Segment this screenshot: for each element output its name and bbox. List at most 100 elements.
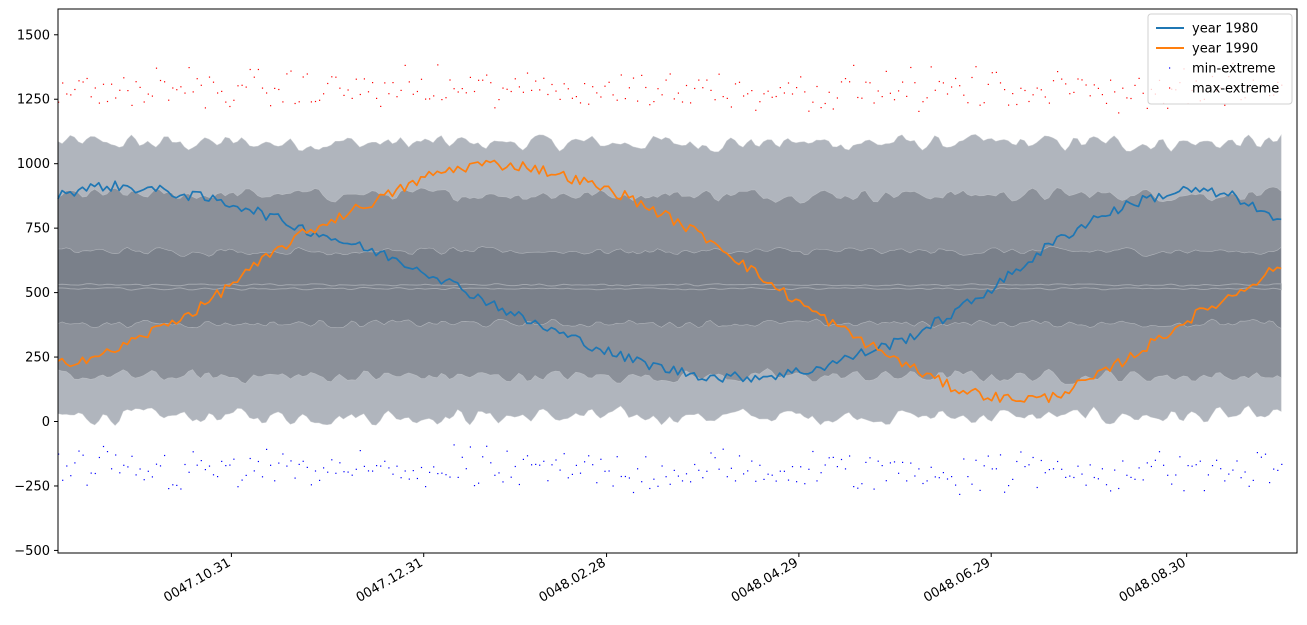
max-extreme-point: [233, 99, 235, 101]
min-extreme-point: [1024, 466, 1026, 468]
min-extreme-point: [1012, 478, 1014, 480]
max-extreme-point: [355, 78, 357, 80]
max-extreme-point: [914, 82, 916, 84]
legend-item: year 1990: [1156, 42, 1258, 57]
min-extreme-point: [584, 461, 586, 463]
max-extreme-point: [257, 68, 259, 71]
max-extreme-point: [384, 82, 386, 84]
min-extreme-point: [62, 479, 64, 481]
max-extreme-point: [714, 99, 716, 101]
max-extreme-point: [889, 92, 891, 94]
legend-label: max-extreme: [1192, 82, 1279, 97]
min-extreme-point: [261, 476, 264, 478]
min-extreme-point: [1065, 476, 1067, 478]
max-extreme-point: [514, 78, 516, 80]
max-extreme-point: [559, 98, 561, 100]
max-extreme-point: [143, 101, 145, 103]
min-extreme-point: [791, 466, 794, 468]
min-extreme-point: [1057, 460, 1059, 463]
min-extreme-point: [314, 470, 317, 472]
max-extreme-point: [718, 73, 720, 75]
min-extreme-point: [999, 454, 1002, 456]
max-extreme-point: [139, 86, 141, 88]
min-extreme-point: [551, 464, 553, 466]
max-extreme-point: [1089, 95, 1091, 97]
min-extreme-point: [90, 472, 92, 474]
max-extreme-point: [217, 92, 219, 94]
max-extreme-point: [1012, 93, 1014, 95]
max-extreme-point: [1134, 84, 1136, 86]
max-extreme-point: [1024, 89, 1026, 92]
min-extreme-point: [726, 476, 728, 478]
min-extreme-point: [861, 483, 863, 485]
max-extreme-point: [918, 110, 920, 112]
max-extreme-point: [58, 101, 60, 103]
min-extreme-point: [930, 466, 932, 468]
min-extreme-point: [710, 452, 712, 454]
max-extreme-point: [176, 89, 178, 91]
max-extreme-point: [849, 81, 851, 83]
max-extreme-point: [400, 89, 402, 91]
max-extreme-point: [694, 87, 696, 90]
min-extreme-point: [306, 466, 308, 468]
max-extreme-point: [1085, 84, 1087, 86]
max-extreme-point: [453, 88, 455, 90]
max-extreme-point: [690, 102, 692, 104]
max-extreme-point: [763, 93, 765, 95]
max-extreme-point: [425, 98, 427, 100]
min-extreme-point: [433, 466, 435, 468]
min-extreme-point: [579, 472, 582, 474]
min-extreme-point: [1158, 451, 1161, 453]
min-extreme-point: [535, 463, 537, 465]
max-extreme-point: [1081, 79, 1083, 81]
min-extreme-point: [302, 460, 304, 462]
max-extreme-point: [734, 83, 737, 85]
min-extreme-point: [832, 456, 834, 458]
max-extreme-point: [812, 101, 814, 103]
min-extreme-point: [257, 460, 259, 463]
max-extreme-point: [1052, 80, 1055, 82]
max-extreme-point: [1057, 71, 1059, 73]
max-extreme-point: [963, 94, 965, 96]
max-extreme-point: [938, 80, 940, 83]
max-extreme-point: [306, 73, 308, 75]
min-extreme-point: [490, 462, 492, 464]
max-extreme-point: [204, 107, 206, 109]
max-extreme-point: [547, 93, 549, 96]
min-extreme-point: [449, 476, 451, 478]
min-extreme-point: [131, 455, 133, 457]
min-extreme-point: [135, 474, 137, 476]
min-extreme-point: [1167, 474, 1169, 476]
max-extreme-point: [208, 76, 211, 78]
min-extreme-point: [1183, 490, 1185, 492]
min-extreme-point: [942, 472, 944, 474]
max-extreme-point: [816, 85, 818, 88]
max-extreme-point: [1061, 78, 1063, 80]
min-extreme-point: [824, 464, 826, 466]
min-extreme-point: [1187, 465, 1189, 467]
max-extreme-point: [347, 89, 349, 91]
max-extreme-point: [710, 89, 712, 91]
max-extreme-point: [78, 80, 80, 82]
min-extreme-point: [241, 479, 243, 481]
max-extreme-point: [314, 100, 317, 103]
max-extreme-point: [335, 76, 337, 78]
min-extreme-point: [502, 481, 504, 483]
min-extreme-point: [343, 471, 345, 473]
max-extreme-point: [975, 66, 977, 68]
min-extreme-point: [115, 454, 117, 456]
min-extreme-point: [1138, 467, 1140, 469]
min-extreme-point: [951, 476, 953, 478]
min-extreme-point: [975, 459, 977, 461]
min-extreme-point: [632, 491, 635, 494]
max-extreme-point: [494, 107, 496, 109]
legend-label: min-extreme: [1192, 62, 1275, 77]
min-extreme-point: [229, 464, 231, 466]
max-extreme-point: [526, 72, 529, 74]
min-extreme-point: [1052, 468, 1055, 470]
min-extreme-point: [869, 457, 871, 459]
max-extreme-point: [946, 93, 949, 95]
max-extreme-point: [151, 95, 153, 97]
min-extreme-point: [225, 465, 227, 467]
